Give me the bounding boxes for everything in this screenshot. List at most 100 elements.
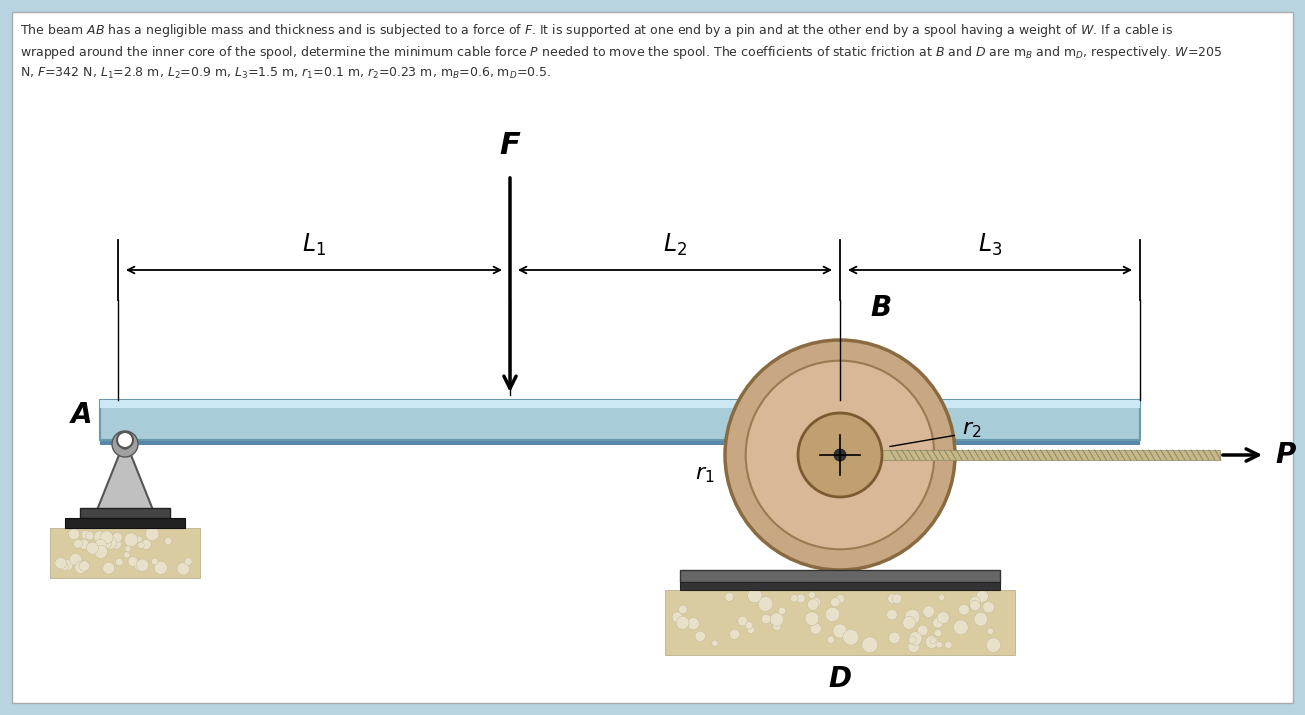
Circle shape — [134, 563, 141, 571]
Circle shape — [970, 601, 980, 611]
Circle shape — [833, 624, 847, 638]
Bar — [680, 582, 1000, 590]
Circle shape — [124, 533, 138, 547]
Circle shape — [141, 539, 151, 550]
Circle shape — [761, 614, 771, 623]
Bar — [50, 528, 200, 578]
Circle shape — [791, 595, 799, 602]
Circle shape — [672, 612, 683, 623]
Text: $r_1$: $r_1$ — [696, 465, 715, 485]
Polygon shape — [97, 440, 153, 510]
Circle shape — [917, 625, 928, 636]
Circle shape — [930, 637, 936, 644]
Circle shape — [737, 616, 748, 626]
Circle shape — [111, 538, 121, 549]
Circle shape — [55, 558, 67, 569]
Circle shape — [112, 533, 123, 543]
Circle shape — [843, 629, 859, 645]
Circle shape — [711, 640, 718, 646]
Circle shape — [729, 629, 740, 639]
Circle shape — [120, 439, 130, 449]
Text: $L_1$: $L_1$ — [301, 232, 326, 258]
Bar — [100, 400, 1141, 440]
Circle shape — [808, 599, 818, 610]
Circle shape — [145, 527, 159, 541]
Circle shape — [104, 537, 117, 549]
Circle shape — [834, 449, 846, 461]
Circle shape — [63, 560, 73, 571]
Circle shape — [908, 641, 920, 653]
Text: D: D — [829, 665, 851, 693]
Circle shape — [94, 531, 106, 543]
Bar — [65, 518, 185, 528]
Circle shape — [837, 594, 844, 603]
Polygon shape — [882, 450, 1220, 460]
Circle shape — [889, 632, 900, 644]
Circle shape — [726, 593, 733, 601]
Circle shape — [933, 617, 944, 628]
Circle shape — [78, 539, 89, 549]
Circle shape — [86, 542, 98, 554]
Circle shape — [938, 594, 945, 601]
Text: The beam $AB$ has a negligible mass and thickness and is subjected to a force of: The beam $AB$ has a negligible mass and … — [20, 22, 1173, 39]
Circle shape — [908, 636, 916, 644]
Circle shape — [903, 616, 916, 629]
Circle shape — [936, 641, 942, 648]
Circle shape — [758, 596, 773, 611]
Circle shape — [861, 637, 878, 653]
Circle shape — [954, 620, 968, 635]
Circle shape — [177, 563, 189, 575]
Circle shape — [696, 631, 706, 641]
Circle shape — [805, 612, 818, 626]
Circle shape — [830, 598, 840, 607]
Text: P: P — [1275, 441, 1296, 469]
Circle shape — [827, 636, 834, 644]
Circle shape — [136, 559, 149, 571]
Circle shape — [80, 561, 90, 571]
Circle shape — [164, 537, 172, 545]
Text: N, $F$=342 N, $L_1$=2.8 m, $L_2$=0.9 m, $L_3$=1.5 m, $r_1$=0.1 m, $r_2$=0.23 m, : N, $F$=342 N, $L_1$=2.8 m, $L_2$=0.9 m, … — [20, 66, 551, 81]
Circle shape — [812, 598, 821, 607]
Circle shape — [745, 360, 934, 549]
Circle shape — [945, 641, 953, 649]
Circle shape — [184, 558, 192, 566]
Bar — [100, 400, 1141, 408]
Text: $L_2$: $L_2$ — [663, 232, 686, 258]
Circle shape — [154, 561, 167, 574]
Circle shape — [773, 622, 782, 631]
Circle shape — [934, 629, 942, 637]
Circle shape — [893, 594, 902, 603]
Circle shape — [825, 607, 839, 621]
Text: B: B — [870, 294, 891, 322]
Circle shape — [904, 609, 920, 624]
Circle shape — [138, 561, 147, 571]
Circle shape — [976, 591, 988, 602]
Circle shape — [124, 552, 130, 558]
Circle shape — [937, 611, 949, 623]
Circle shape — [778, 607, 786, 615]
Circle shape — [726, 340, 955, 570]
Circle shape — [151, 558, 158, 565]
Circle shape — [796, 594, 805, 603]
Circle shape — [128, 556, 138, 566]
Circle shape — [94, 539, 106, 551]
Circle shape — [959, 604, 970, 615]
Circle shape — [745, 621, 753, 629]
Circle shape — [908, 632, 923, 646]
Circle shape — [987, 628, 993, 634]
Circle shape — [887, 594, 897, 603]
Circle shape — [73, 539, 82, 548]
Circle shape — [69, 553, 82, 566]
Circle shape — [100, 531, 114, 543]
Circle shape — [809, 591, 816, 598]
Circle shape — [925, 636, 938, 649]
Circle shape — [112, 431, 138, 457]
Bar — [666, 590, 1015, 655]
Text: A: A — [70, 401, 91, 429]
Circle shape — [125, 546, 130, 552]
Circle shape — [103, 562, 115, 574]
Bar — [80, 508, 170, 518]
Text: wrapped around the inner core of the spool, determine the minimum cable force $P: wrapped around the inner core of the spo… — [20, 44, 1223, 61]
Text: $L_3$: $L_3$ — [977, 232, 1002, 258]
Text: F: F — [500, 131, 521, 160]
